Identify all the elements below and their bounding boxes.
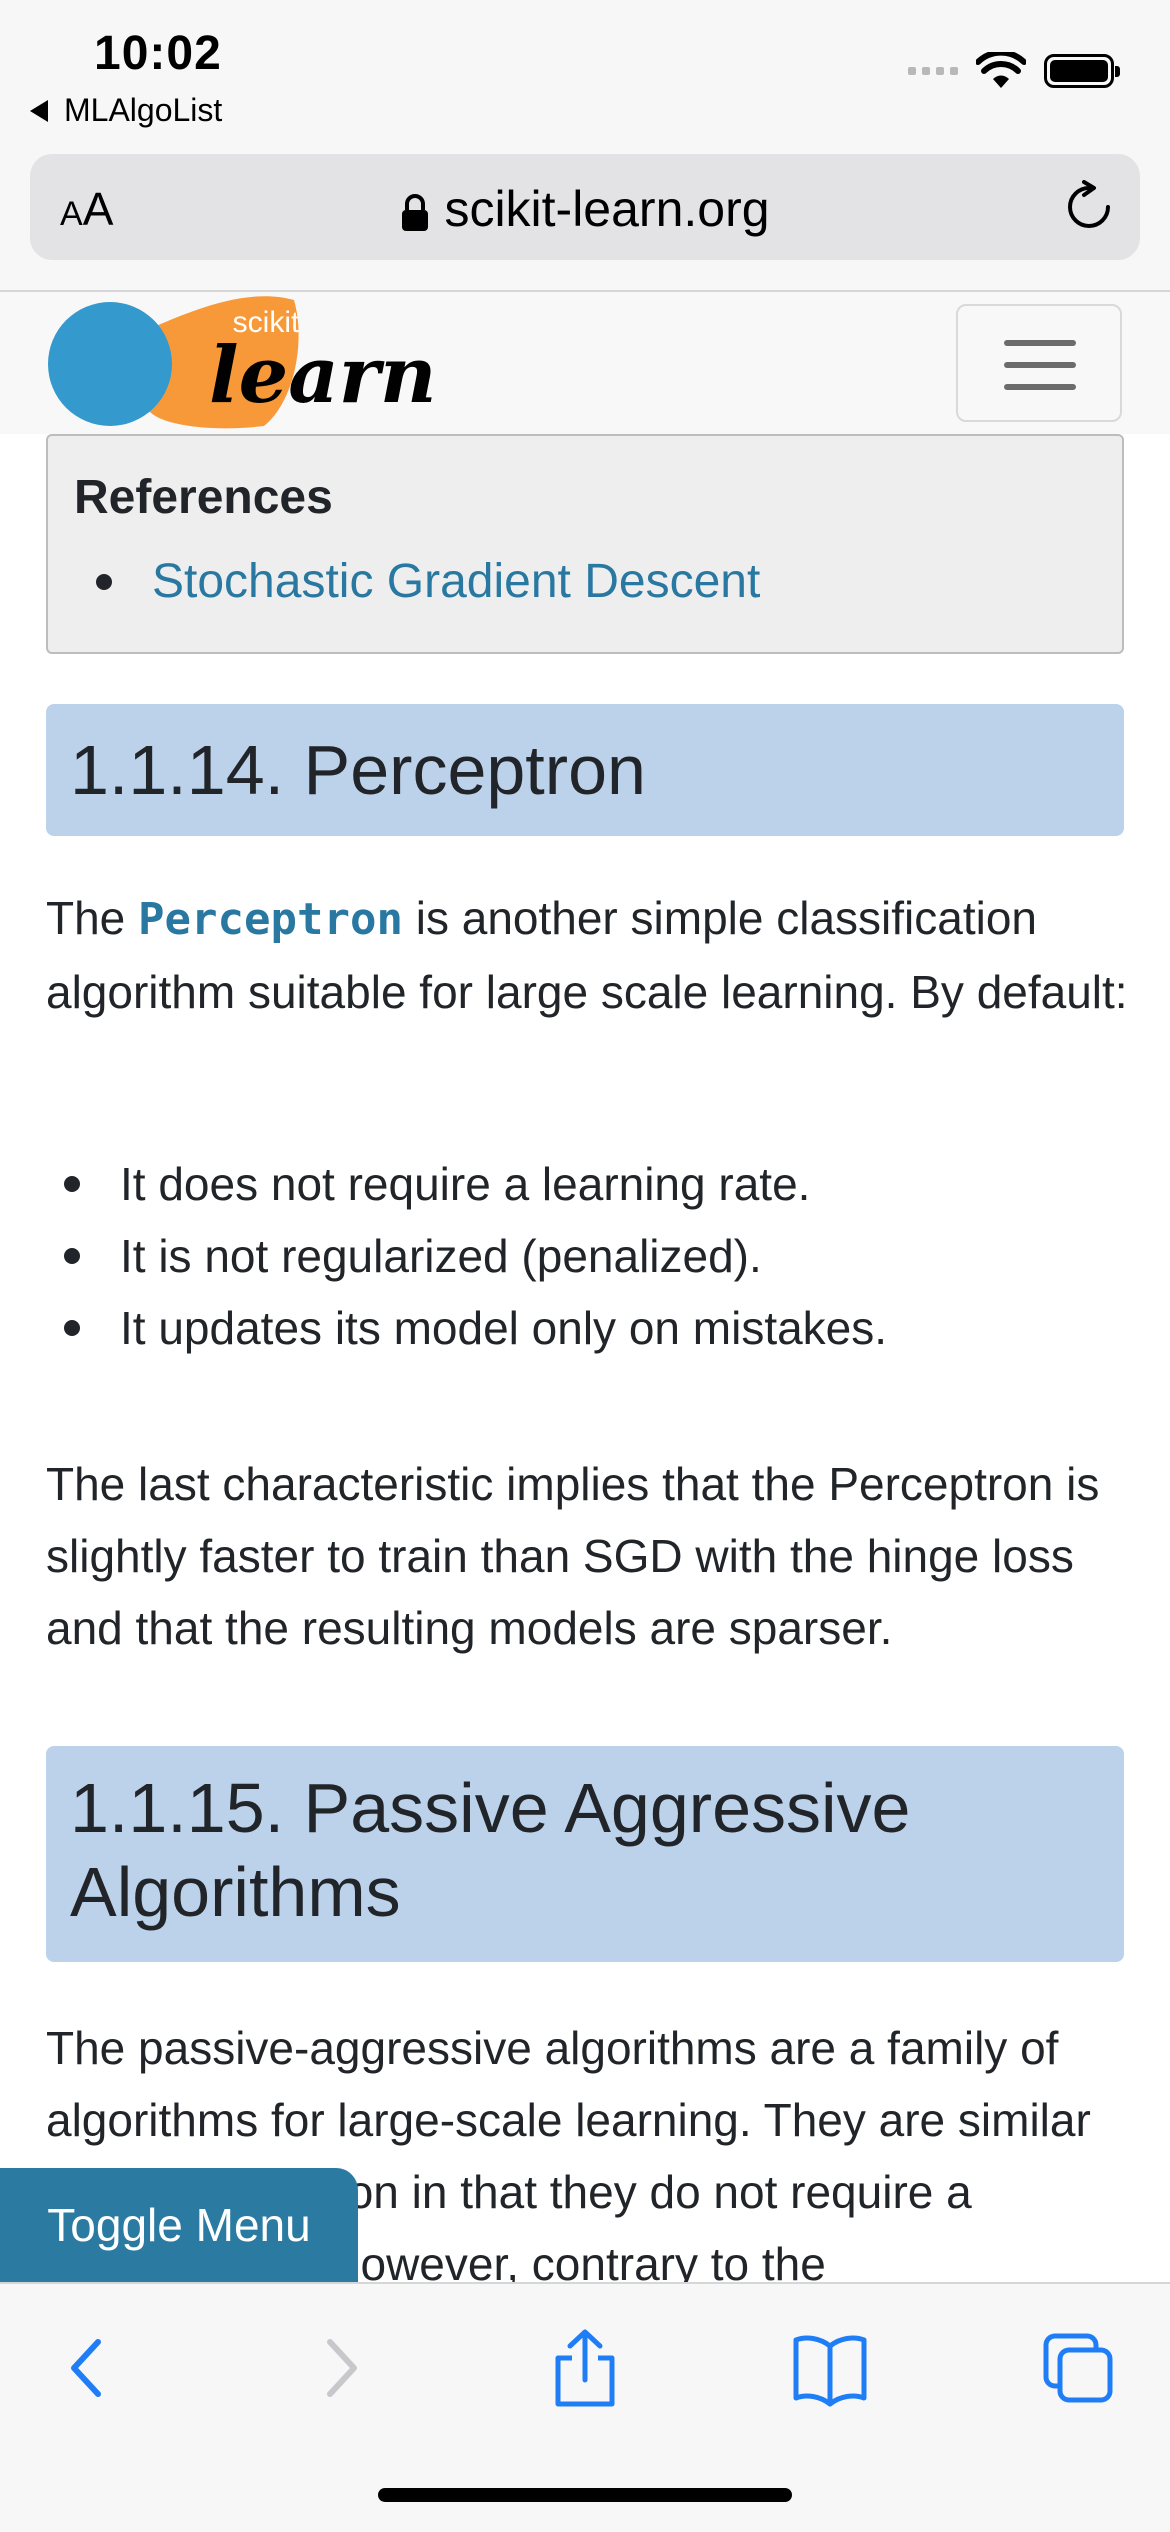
browser-toolbar xyxy=(0,2282,1170,2532)
reload-icon[interactable] xyxy=(1062,180,1116,234)
url-field[interactable]: scikit-learn.org xyxy=(30,180,1140,238)
scikit-learn-logo[interactable]: scikit learn xyxy=(44,292,464,434)
status-bar: 10:02 MLAlgoList xyxy=(0,0,1170,140)
site-navbar: scikit learn xyxy=(0,292,1170,434)
browser-address-area: AA scikit-learn.org xyxy=(0,140,1170,292)
address-bar[interactable]: AA scikit-learn.org xyxy=(30,154,1140,260)
lock-icon xyxy=(402,193,429,231)
wifi-icon xyxy=(976,52,1026,88)
tabs-icon[interactable] xyxy=(1042,2328,1116,2408)
back-app-label: MLAlgoList xyxy=(64,92,223,128)
list-item: It does not require a learning rate. xyxy=(64,1148,887,1220)
perceptron-conclusion: The last characteristic implies that the… xyxy=(46,1458,1100,1654)
list-item: It is not regularized (penalized). xyxy=(64,1220,887,1292)
home-indicator xyxy=(378,2488,792,2502)
svg-text:scikit: scikit xyxy=(233,306,300,339)
bullet-icon xyxy=(64,1176,80,1192)
passive-aggressive-heading: 1.1.15. Passive Aggressive Algorithms xyxy=(46,1746,1124,1962)
bullet-icon xyxy=(64,1320,80,1336)
battery-icon xyxy=(1044,54,1120,88)
back-icon[interactable] xyxy=(58,2328,118,2408)
perceptron-intro: The Perceptron is another simple classif… xyxy=(46,892,1128,1018)
svg-text:learn: learn xyxy=(209,330,437,421)
list-item: It updates its model only on mistakes. xyxy=(64,1292,887,1364)
url-text: scikit-learn.org xyxy=(444,181,770,237)
signal-icon xyxy=(908,67,958,75)
bullet-icon xyxy=(96,573,112,590)
bookmarks-icon[interactable] xyxy=(792,2328,868,2408)
navbar-toggle-button[interactable] xyxy=(956,304,1122,422)
forward-icon[interactable] xyxy=(310,2328,370,2408)
text-size-button[interactable]: AA xyxy=(60,183,114,235)
back-to-app-button[interactable]: MLAlgoList xyxy=(30,92,222,129)
status-indicators xyxy=(908,52,1120,90)
references-box: References Stochastic Gradient Descent xyxy=(46,434,1124,654)
sgd-link[interactable]: Stochastic Gradient Descent xyxy=(152,555,761,608)
perceptron-code-link[interactable]: Perceptron xyxy=(138,894,403,945)
toggle-menu-button[interactable]: Toggle Menu xyxy=(0,2168,358,2282)
perceptron-bullets: It does not require a learning rate. It … xyxy=(64,1148,887,1364)
back-triangle-icon xyxy=(30,99,48,122)
share-icon[interactable] xyxy=(548,2328,622,2408)
status-time: 10:02 xyxy=(94,27,222,80)
references-list-item: Stochastic Gradient Descent xyxy=(96,554,760,609)
bullet-icon xyxy=(64,1248,80,1264)
perceptron-heading: 1.1.14. Perceptron xyxy=(46,704,1124,836)
references-title: References xyxy=(74,471,333,524)
